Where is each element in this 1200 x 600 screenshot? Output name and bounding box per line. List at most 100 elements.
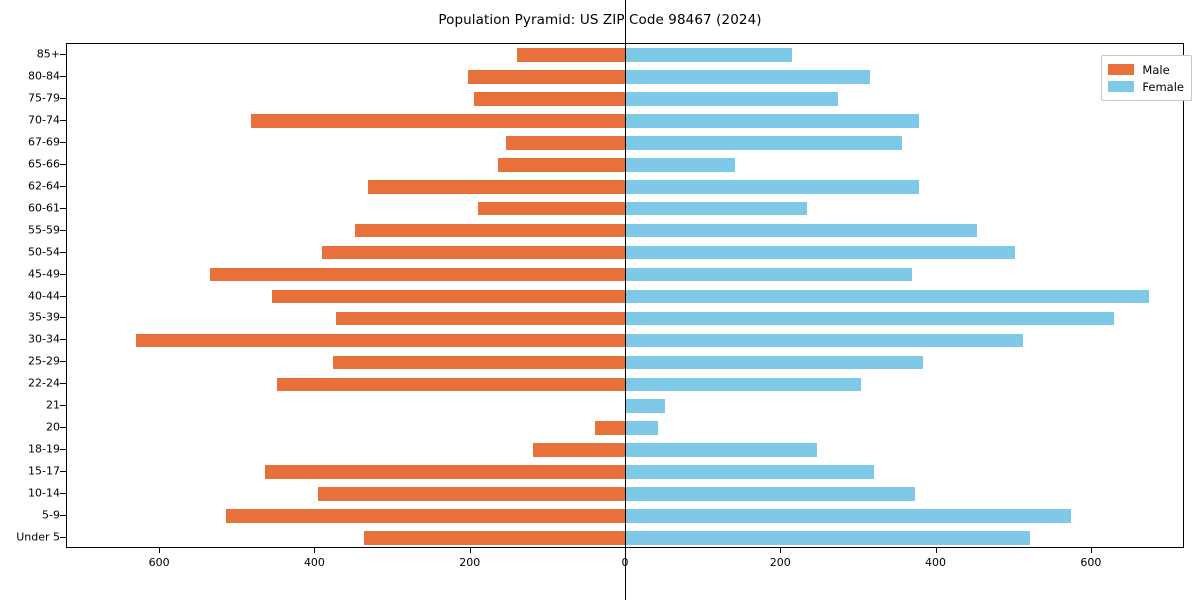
bar-male[interactable] (322, 245, 626, 260)
bar-male[interactable] (594, 421, 626, 436)
bar-row (67, 377, 1183, 392)
y-tick-mark (60, 537, 66, 539)
bar-female[interactable] (626, 223, 977, 238)
y-tick-mark (60, 53, 66, 55)
bar-row (67, 487, 1183, 501)
bar-male[interactable] (317, 487, 626, 501)
bar-row (67, 355, 1183, 370)
y-tick-mark (60, 339, 66, 341)
y-tick-mark (60, 229, 66, 231)
bar-row (67, 421, 1183, 436)
bar-row (67, 333, 1183, 348)
bar-male[interactable] (467, 70, 626, 84)
legend-item-female[interactable]: Female (1108, 78, 1184, 95)
y-tick-mark (60, 317, 66, 319)
bar-male[interactable] (355, 223, 626, 238)
y-tick-label: Under 5 (16, 530, 60, 544)
bar-row (67, 289, 1183, 304)
y-tick-mark (60, 97, 66, 99)
bar-female[interactable] (626, 157, 735, 172)
bar-male[interactable] (209, 267, 626, 282)
bar-row (67, 114, 1183, 128)
y-tick-label: 5-9 (42, 508, 60, 522)
bar-male[interactable] (332, 355, 626, 370)
bar-male[interactable] (276, 377, 626, 392)
y-tick-mark (60, 251, 66, 253)
bar-female[interactable] (626, 267, 913, 282)
y-tick-mark (60, 141, 66, 143)
zero-axis-line (625, 0, 626, 600)
chart-title: Population Pyramid: US ZIP Code 98467 (2… (438, 12, 762, 28)
y-tick-label: 75-79 (28, 91, 60, 105)
bar-female[interactable] (626, 355, 924, 370)
bar-female[interactable] (626, 465, 874, 479)
bar-male[interactable] (226, 509, 626, 523)
y-tick-label: 50-54 (28, 245, 60, 259)
bar-male[interactable] (478, 201, 626, 216)
y-tick-label: 30-34 (28, 332, 60, 346)
bar-female[interactable] (626, 92, 838, 106)
y-tick-label: 80-84 (28, 69, 60, 83)
bar-row (67, 509, 1183, 523)
bar-row (67, 201, 1183, 216)
bar-female[interactable] (626, 487, 915, 501)
bar-female[interactable] (626, 135, 902, 150)
bar-female[interactable] (626, 509, 1071, 523)
bar-female[interactable] (626, 201, 807, 216)
y-tick-label: 55-59 (28, 223, 60, 237)
x-tick-label: 400 (303, 556, 325, 569)
bar-row (67, 531, 1183, 545)
bar-male[interactable] (364, 531, 626, 545)
bar-row (67, 223, 1183, 238)
bar-row (67, 157, 1183, 172)
y-tick-label: 85+ (36, 47, 60, 61)
bar-female[interactable] (626, 48, 793, 62)
bar-male[interactable] (136, 333, 626, 348)
bar-male[interactable] (516, 48, 626, 62)
y-axis-ticks (60, 43, 66, 548)
bar-male[interactable] (271, 289, 626, 304)
bar-female[interactable] (626, 311, 1114, 326)
bar-female[interactable] (626, 70, 870, 84)
bar-male[interactable] (505, 135, 626, 150)
y-tick-mark (60, 427, 66, 429)
y-tick-mark (60, 449, 66, 451)
x-tick-mark (1090, 548, 1092, 553)
bar-male[interactable] (251, 114, 626, 128)
x-tick-label: 200 (769, 556, 791, 569)
y-tick-label: 10-14 (28, 486, 60, 500)
y-tick-mark (60, 163, 66, 165)
bar-female[interactable] (626, 531, 1031, 545)
bar-female[interactable] (626, 443, 817, 457)
y-tick-label: 22-24 (28, 376, 60, 390)
bar-male[interactable] (497, 157, 626, 172)
bar-male[interactable] (264, 465, 626, 479)
y-tick-mark (60, 471, 66, 473)
x-tick-label: 200 (459, 556, 481, 569)
bar-row (67, 311, 1183, 326)
bar-row (67, 399, 1183, 414)
bar-female[interactable] (626, 399, 665, 414)
y-tick-mark (60, 75, 66, 77)
bar-female[interactable] (626, 179, 919, 194)
y-tick-mark (60, 383, 66, 385)
bar-female[interactable] (626, 333, 1023, 348)
bar-female[interactable] (626, 245, 1015, 260)
bar-female[interactable] (626, 421, 658, 436)
bar-male[interactable] (473, 92, 626, 106)
bar-female[interactable] (626, 114, 919, 128)
y-tick-mark (60, 119, 66, 121)
x-tick-label: 600 (1080, 556, 1102, 569)
legend-label-female: Female (1142, 79, 1184, 94)
bar-male[interactable] (532, 443, 626, 457)
legend-item-male[interactable]: Male (1108, 61, 1184, 78)
bar-female[interactable] (626, 377, 862, 392)
bars-container (67, 44, 1183, 547)
bar-male[interactable] (368, 179, 626, 194)
bar-male[interactable] (335, 311, 626, 326)
legend-swatch-female-icon (1108, 81, 1135, 92)
y-tick-label: 67-69 (28, 135, 60, 149)
bar-female[interactable] (626, 289, 1150, 304)
x-tick-label: 400 (925, 556, 947, 569)
y-tick-label: 21 (46, 398, 60, 412)
